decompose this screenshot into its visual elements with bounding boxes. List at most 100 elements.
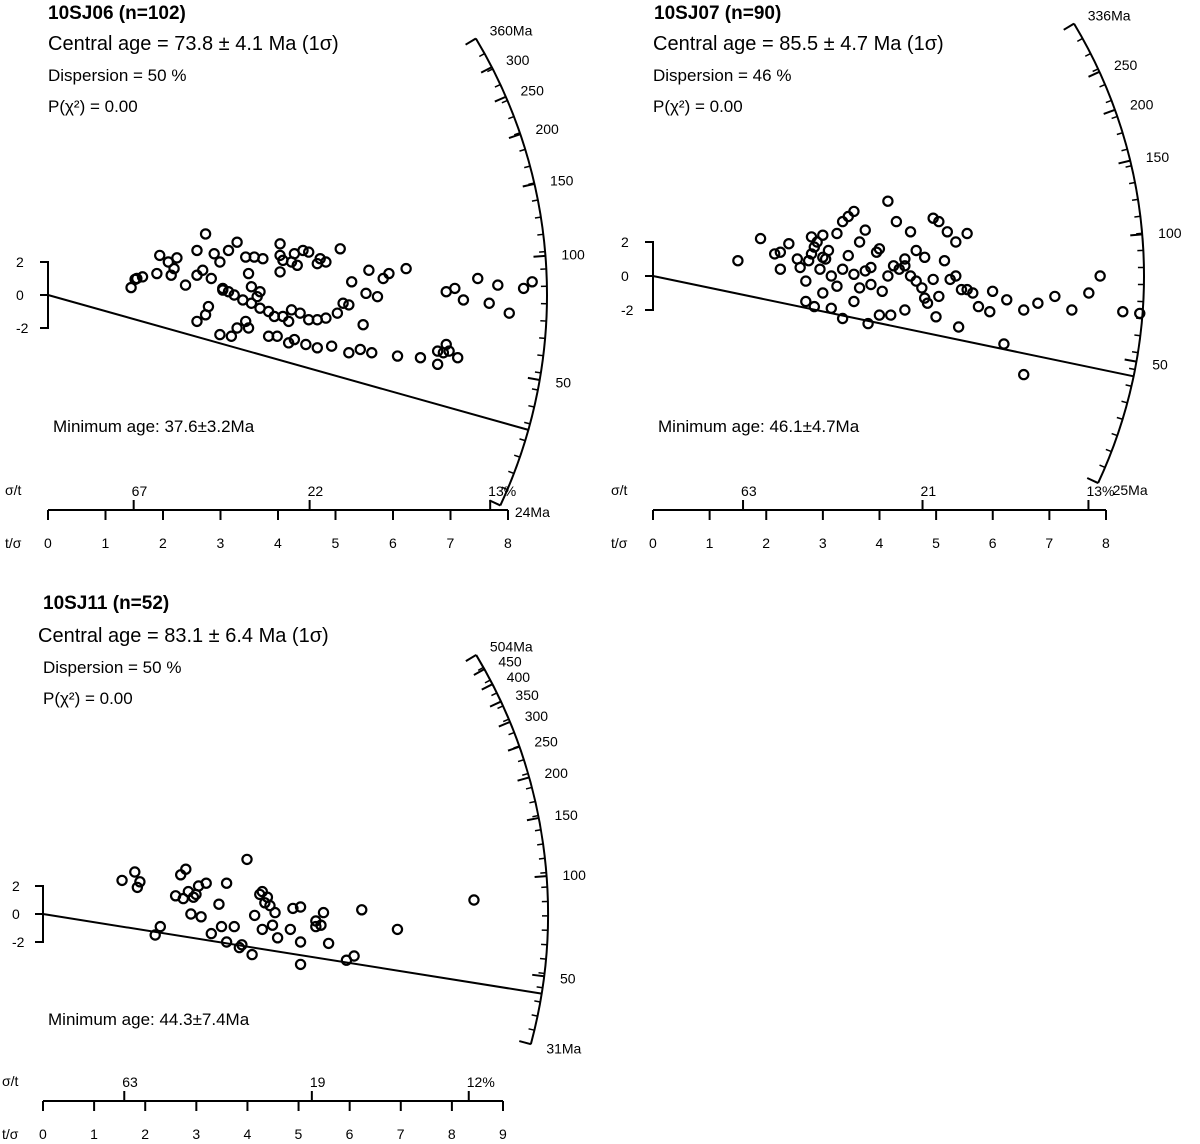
data-point bbox=[294, 936, 307, 948]
minimum-age-line bbox=[652, 275, 1134, 378]
data-point bbox=[899, 304, 911, 316]
data-point bbox=[199, 228, 212, 240]
dispersion: Dispersion = 50 % bbox=[43, 658, 181, 677]
data-point bbox=[811, 236, 823, 248]
radial-minor-tick bbox=[536, 986, 543, 989]
data-point bbox=[154, 249, 166, 262]
data-point bbox=[151, 267, 163, 280]
radial-tick-label: 50 bbox=[560, 970, 576, 986]
radial-tick bbox=[526, 816, 539, 822]
data-point bbox=[360, 287, 372, 300]
radial-tick-label: 336Ma bbox=[1088, 7, 1131, 23]
radial-minor-tick bbox=[1136, 232, 1143, 235]
data-point bbox=[882, 270, 894, 282]
data-point bbox=[287, 902, 299, 915]
radial-minor-tick bbox=[525, 786, 533, 790]
radial-minor-tick bbox=[1099, 83, 1106, 88]
data-point bbox=[1018, 304, 1030, 316]
data-point bbox=[1083, 287, 1095, 299]
data-point bbox=[933, 290, 945, 303]
radial-minor-tick bbox=[508, 731, 515, 736]
data-point bbox=[859, 265, 871, 277]
p-chi-square: P(χ²) = 0.00 bbox=[43, 689, 133, 708]
radial-minor-tick bbox=[494, 502, 501, 507]
radial-minor-tick bbox=[522, 772, 529, 776]
data-point bbox=[345, 276, 358, 288]
radial-minor-tick bbox=[1092, 479, 1099, 484]
data-point bbox=[245, 297, 258, 309]
data-point bbox=[817, 229, 829, 241]
radial-minor-tick bbox=[1105, 448, 1112, 453]
radial-minor-tick bbox=[524, 165, 531, 169]
radial-tick bbox=[533, 254, 546, 258]
data-point bbox=[918, 251, 931, 263]
data-point bbox=[205, 272, 218, 285]
data-point bbox=[241, 853, 253, 866]
data-point bbox=[802, 255, 815, 267]
data-point bbox=[205, 927, 217, 940]
data-point bbox=[242, 267, 255, 280]
t-sigma-label: t/σ bbox=[5, 535, 22, 551]
data-point bbox=[191, 244, 203, 257]
data-point bbox=[1117, 306, 1129, 318]
radial-tick bbox=[532, 973, 545, 978]
radial-tick-label: 400 bbox=[507, 669, 531, 685]
data-point bbox=[233, 941, 246, 954]
data-point bbox=[231, 322, 243, 334]
sigma-t-tick-label: 19 bbox=[310, 1074, 326, 1090]
data-point bbox=[271, 330, 283, 342]
t-sigma-tick-label: 3 bbox=[192, 1126, 200, 1142]
radial-minor-tick bbox=[1131, 350, 1139, 354]
radial-minor-tick bbox=[477, 666, 484, 671]
radial-tick bbox=[534, 875, 547, 879]
radial-minor-tick bbox=[508, 115, 515, 120]
radial-minor-tick bbox=[538, 971, 545, 975]
t-sigma-tick-label: 7 bbox=[447, 535, 455, 551]
data-point bbox=[282, 315, 295, 328]
data-point bbox=[179, 279, 192, 291]
radial-tick bbox=[1130, 233, 1143, 237]
radial-age-scale bbox=[1073, 23, 1145, 484]
radial-tick bbox=[480, 66, 493, 74]
radial-minor-tick bbox=[534, 371, 541, 374]
data-point bbox=[893, 263, 905, 275]
data-point bbox=[805, 248, 818, 260]
minimum-age-line bbox=[47, 294, 529, 431]
radial-tick-label: 50 bbox=[1152, 356, 1168, 372]
data-point bbox=[808, 300, 821, 313]
data-point bbox=[950, 270, 962, 282]
radial-tick-label: 31Ma bbox=[546, 1040, 581, 1056]
radial-tick-label: 200 bbox=[535, 121, 559, 137]
data-point bbox=[492, 279, 504, 291]
data-point bbox=[191, 315, 203, 328]
data-point bbox=[853, 236, 866, 248]
y-tick-label: 2 bbox=[621, 234, 629, 250]
data-point bbox=[171, 252, 183, 264]
y-axis-bracket bbox=[645, 241, 654, 311]
radial-minor-tick bbox=[1116, 132, 1123, 136]
t-sigma-tick-label: 6 bbox=[989, 535, 997, 551]
radial-minor-tick bbox=[519, 438, 526, 442]
t-sigma-label: t/σ bbox=[2, 1126, 19, 1142]
data-point bbox=[256, 923, 268, 936]
data-point bbox=[783, 237, 795, 250]
data-point bbox=[904, 226, 917, 238]
y-tick-label: -2 bbox=[16, 320, 29, 336]
data-point bbox=[955, 283, 968, 296]
radial-minor-tick bbox=[534, 829, 542, 832]
t-sigma-tick-label: 8 bbox=[504, 535, 512, 551]
data-point bbox=[1066, 304, 1078, 316]
y-tick-label: 0 bbox=[621, 268, 629, 284]
minimum-age: Minimum age: 46.1±4.7Ma bbox=[658, 417, 860, 436]
data-point bbox=[320, 256, 332, 268]
radial-minor-tick bbox=[502, 718, 510, 723]
t-sigma-tick-label: 1 bbox=[90, 1126, 98, 1142]
t-sigma-tick-label: 0 bbox=[649, 535, 657, 551]
data-point bbox=[245, 281, 258, 293]
data-point bbox=[199, 309, 212, 321]
data-point bbox=[457, 294, 470, 306]
radial-tick bbox=[522, 182, 535, 188]
minimum-age-line bbox=[42, 913, 542, 995]
data-point bbox=[154, 920, 166, 933]
